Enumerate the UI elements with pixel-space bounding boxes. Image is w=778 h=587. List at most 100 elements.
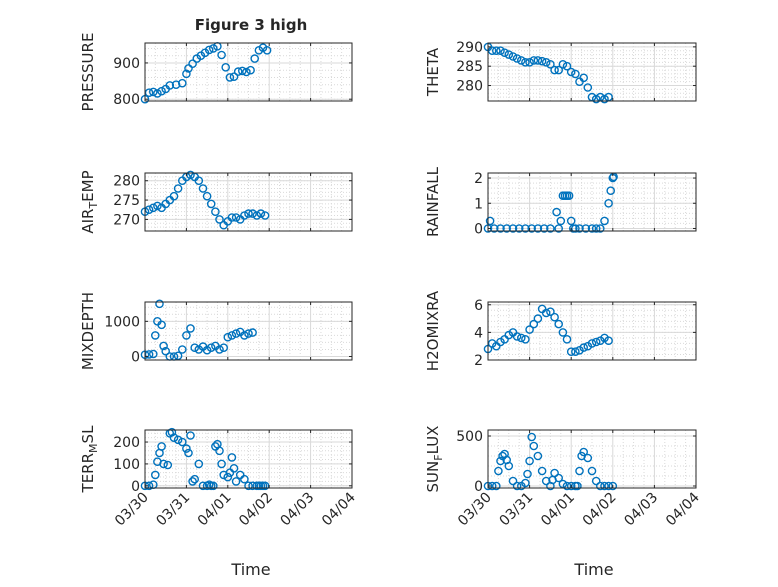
data-point xyxy=(198,184,208,193)
axes-box xyxy=(487,172,697,232)
data-point xyxy=(562,481,572,491)
subplot-5: 0 1000 MIXDEPTH xyxy=(79,292,353,370)
data-point xyxy=(206,343,216,353)
y-axis-label: MIXDEPTH xyxy=(79,292,97,370)
data-point xyxy=(182,69,191,79)
data-point xyxy=(527,432,537,442)
y-tick-label: 900 xyxy=(113,56,140,72)
data-point xyxy=(529,56,539,65)
plot-area xyxy=(145,43,352,101)
data-point xyxy=(182,444,191,453)
y-tick-label: 280 xyxy=(113,174,140,190)
data-point xyxy=(219,343,228,353)
data-point xyxy=(169,191,179,201)
data-point xyxy=(250,54,259,63)
y-tick-label: 285 xyxy=(456,59,483,75)
y-tick-label: 100 xyxy=(113,457,140,473)
data-point xyxy=(188,59,197,69)
data-point xyxy=(260,211,270,220)
data-point xyxy=(508,476,518,486)
data-point xyxy=(190,343,199,353)
data-point xyxy=(581,224,591,233)
y-tick-label: 500 xyxy=(456,429,483,445)
data-point xyxy=(225,73,235,82)
data-point xyxy=(215,215,224,224)
y-tick-label: 4 xyxy=(474,325,483,341)
data-point xyxy=(148,87,158,97)
y-axis-label: SUNFLUX xyxy=(424,426,445,493)
y-axis-label: AIRTEMP xyxy=(79,170,100,233)
y-tick-label: 800 xyxy=(113,92,140,108)
data-point xyxy=(494,466,503,476)
x-tick-label: 04/04 xyxy=(319,489,359,529)
plot-area xyxy=(488,173,696,231)
y-tick-label: 2 xyxy=(474,353,483,369)
data-point xyxy=(533,224,543,233)
subplot-2: 280 285 290 THETA xyxy=(424,40,697,104)
y-tick-label: 0 xyxy=(474,479,483,495)
x-tick-label: 04/02 xyxy=(236,490,276,530)
data-point xyxy=(186,324,195,333)
data-point xyxy=(227,331,237,340)
data-point xyxy=(148,203,158,213)
data-point xyxy=(240,474,249,484)
data-point xyxy=(521,478,530,488)
data-point xyxy=(579,343,589,352)
data-point xyxy=(583,453,593,463)
data-point xyxy=(539,224,549,233)
y-axis-label-subscript: F xyxy=(432,454,445,460)
data-point xyxy=(546,60,555,69)
y-axis-label: TERRMSL xyxy=(79,425,100,494)
data-point xyxy=(521,224,530,233)
data-point xyxy=(566,347,576,357)
data-point xyxy=(566,481,576,491)
y-tick-label: 270 xyxy=(113,212,140,228)
data-point xyxy=(604,481,613,491)
data-point xyxy=(202,191,212,201)
data-point xyxy=(198,481,208,491)
y-tick-label: 2 xyxy=(474,171,483,187)
data-point xyxy=(554,224,564,233)
data-point xyxy=(533,314,543,323)
data-point xyxy=(575,466,584,476)
y-axis-label-suffix: LUX xyxy=(424,426,442,455)
y-axis-label-main: H2OMIXRA xyxy=(424,290,442,371)
data-point xyxy=(182,331,191,340)
axes-box xyxy=(144,301,353,361)
y-tick-label: 275 xyxy=(113,193,140,209)
data-point xyxy=(173,184,183,193)
data-point xyxy=(184,448,193,458)
data-point xyxy=(541,308,551,318)
data-point xyxy=(186,431,195,440)
axes-box xyxy=(144,429,353,489)
subplot-6: 2 4 6 H2OMIXRA xyxy=(424,290,697,371)
y-axis-label: PRESSURE xyxy=(79,33,97,112)
data-point xyxy=(558,60,568,69)
subplot-4: 0 1 2 RAINFALL xyxy=(424,166,697,237)
data-point xyxy=(554,65,564,75)
data-point xyxy=(231,213,241,222)
data-point xyxy=(217,459,226,469)
y-tick-label: 0 xyxy=(131,349,140,365)
data-point xyxy=(525,325,534,334)
data-point xyxy=(550,65,559,75)
data-point xyxy=(229,72,239,81)
y-axis-label: RAINFALL xyxy=(424,166,442,237)
y-axis-label-subscript: M xyxy=(87,443,100,453)
data-point xyxy=(217,50,226,60)
data-point xyxy=(517,333,526,343)
y-tick-label: 6 xyxy=(474,298,483,314)
data-point xyxy=(155,299,164,309)
data-point xyxy=(194,176,204,185)
subplot-8: 0 500 03/30 03/31 04/01 04/02 04/03 04/04 SUNFLU… xyxy=(424,426,703,530)
data-point xyxy=(550,468,559,478)
data-point xyxy=(487,46,497,56)
data-point xyxy=(512,332,522,341)
data-point xyxy=(159,341,168,351)
plot-area xyxy=(488,302,696,360)
data-point xyxy=(227,213,237,222)
axes-box xyxy=(487,429,697,489)
y-tick-label: 290 xyxy=(456,40,483,56)
data-point xyxy=(215,345,224,354)
